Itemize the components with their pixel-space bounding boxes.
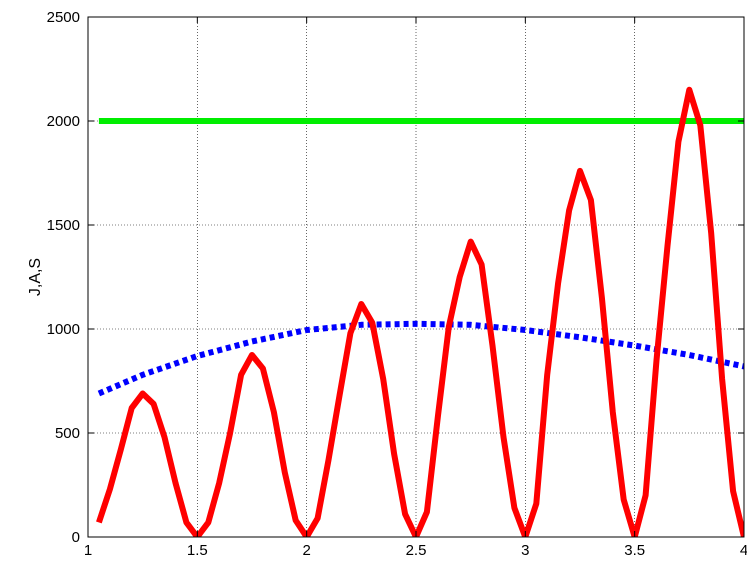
y-tick-label: 1500: [47, 217, 80, 234]
ticks: [87, 16, 745, 538]
x-tick-label: 2.5: [406, 542, 427, 559]
series-layer: [96, 86, 744, 537]
y-tick-label: 1000: [47, 321, 80, 338]
y-tick-label: 2000: [47, 113, 80, 130]
x-tick-label: 4: [740, 542, 747, 559]
x-tick-label: 1.5: [187, 542, 208, 559]
smooth-curve-line: [97, 320, 744, 397]
oscillating-curve-line: [96, 86, 744, 537]
x-tick-label: 3.5: [624, 542, 645, 559]
x-tick-label: 3: [521, 542, 529, 559]
y-tick-label: 2500: [47, 9, 80, 26]
x-tick-label: 2: [302, 542, 310, 559]
y-axis-label: J,A,S: [27, 258, 44, 296]
x-tick-label: 1: [84, 542, 92, 559]
tick-labels: 1 1.5 2 2.5 3 3.5 4 0 500 1000 1500 2000 2500: [47, 9, 747, 559]
y-tick-label: 500: [55, 425, 80, 442]
y-tick-label: 0: [72, 529, 80, 546]
